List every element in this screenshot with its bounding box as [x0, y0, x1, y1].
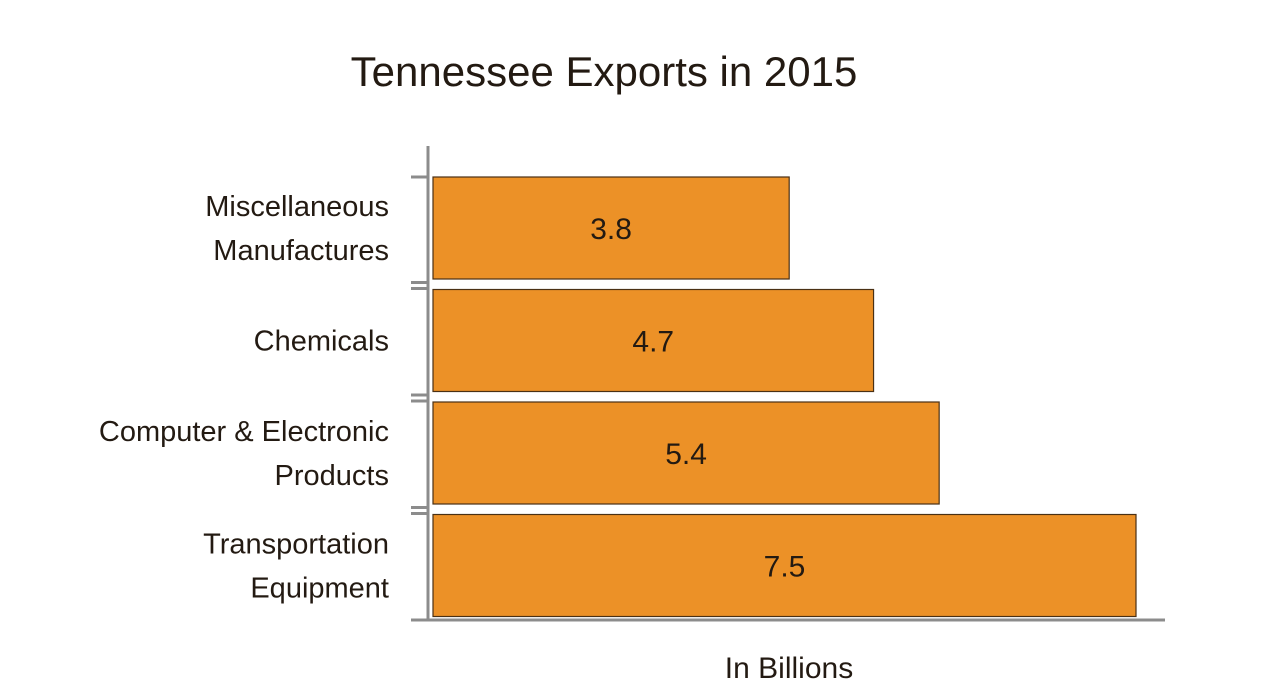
bar: [432, 176, 790, 280]
bars-layer: 3.8 4.7 5.4 7.5: [432, 176, 1137, 618]
category-label: Manufactures: [213, 235, 389, 267]
data-label: 5.4: [665, 438, 707, 471]
data-label: 7.5: [764, 551, 806, 584]
axis-layer: [411, 146, 1165, 622]
category-label: Computer & Electronic: [99, 416, 389, 448]
category-labels: Miscellaneous Manufactures Chemicals Comput…: [99, 191, 389, 605]
category-label: Miscellaneous: [205, 191, 389, 223]
category-label: Chemicals: [254, 326, 389, 358]
x-axis-label: In Billions: [725, 652, 853, 685]
category-label: Transportation: [203, 529, 389, 561]
chart-title: Tennessee Exports in 2015: [351, 48, 858, 95]
category-label: Products: [275, 460, 389, 492]
bar: [432, 401, 940, 505]
data-label: 4.7: [632, 326, 674, 359]
bar: [432, 288, 875, 393]
data-label: 3.8: [590, 213, 632, 246]
category-label: Equipment: [250, 573, 389, 605]
bar: [432, 513, 1137, 618]
